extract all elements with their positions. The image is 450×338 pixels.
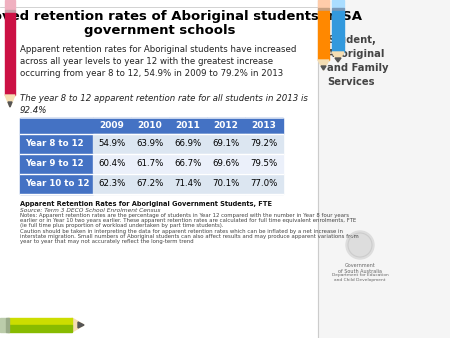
Bar (93, 134, 131, 154)
Polygon shape (5, 95, 15, 107)
Bar (20, 118, 93, 134)
Bar (93, 118, 131, 134)
Text: Apparent retention rates for Aboriginal students have increased
across all year : Apparent retention rates for Aboriginal … (20, 45, 297, 78)
Text: 60.4%: 60.4% (98, 160, 126, 169)
Bar (245, 174, 283, 194)
Text: 66.7%: 66.7% (174, 160, 202, 169)
Bar (5, 10, 15, 13)
Bar (5, 0, 15, 10)
Text: 79.5%: 79.5% (250, 160, 278, 169)
Bar (318, 0, 450, 338)
Text: 54.9%: 54.9% (99, 140, 126, 148)
Text: 2013: 2013 (252, 121, 276, 130)
Polygon shape (8, 102, 12, 107)
Polygon shape (318, 60, 329, 70)
Text: 2011: 2011 (176, 121, 200, 130)
Text: interstate migration. Small numbers of Aboriginal students can also affect resul: interstate migration. Small numbers of A… (20, 234, 359, 239)
Bar (169, 154, 207, 174)
Text: 79.2%: 79.2% (250, 140, 278, 148)
Text: The year 8 to 12 apparent retention rate for all students in 2013 is
92.4%: The year 8 to 12 apparent retention rate… (20, 94, 308, 115)
Bar (20, 174, 93, 194)
Polygon shape (78, 322, 84, 328)
Bar (131, 134, 169, 154)
Bar (207, 118, 245, 134)
Text: 71.4%: 71.4% (174, 179, 202, 189)
Bar (245, 134, 283, 154)
Text: Year 9 to 12: Year 9 to 12 (25, 160, 84, 169)
Bar (318, 0, 329, 8)
Polygon shape (72, 318, 84, 332)
Text: Caution should be taken in interpreting the data for apparent retention rates wh: Caution should be taken in interpreting … (20, 228, 343, 234)
Text: 66.9%: 66.9% (175, 140, 202, 148)
Bar (169, 134, 207, 154)
Bar (245, 118, 283, 134)
Text: Government
of South Australia: Government of South Australia (338, 263, 382, 274)
Bar (5, 13, 15, 95)
Bar (93, 154, 131, 174)
Bar (318, 11, 329, 60)
Text: 61.7%: 61.7% (136, 160, 164, 169)
Text: Source: Term 3 DECO School Enrolment Census: Source: Term 3 DECO School Enrolment Cen… (20, 208, 160, 213)
Text: Improved retention rates of Aboriginal students in SA: Improved retention rates of Aboriginal s… (0, 10, 362, 23)
Polygon shape (321, 66, 326, 70)
Text: Year 10 to 12: Year 10 to 12 (25, 179, 90, 189)
Bar (245, 154, 283, 174)
Text: earlier or in Year 10 two years earlier. These apparent retention rates are calc: earlier or in Year 10 two years earlier.… (20, 218, 356, 223)
Bar (20, 154, 93, 174)
Circle shape (346, 231, 374, 259)
Text: year to year that may not accurately reflect the long-term trend: year to year that may not accurately ref… (20, 239, 194, 244)
Bar (207, 134, 245, 154)
Text: government schools: government schools (84, 24, 236, 37)
Text: Year 8 to 12: Year 8 to 12 (25, 140, 84, 148)
Text: 69.6%: 69.6% (212, 160, 239, 169)
Bar (207, 154, 245, 174)
Polygon shape (335, 58, 341, 62)
Bar (20, 134, 93, 154)
Polygon shape (332, 52, 344, 62)
Text: 67.2%: 67.2% (136, 179, 164, 189)
Bar (131, 174, 169, 194)
Text: 2009: 2009 (99, 121, 125, 130)
Bar (207, 174, 245, 194)
Text: (ie full time plus proportion of workload undertaken by part time students).: (ie full time plus proportion of workloa… (20, 223, 224, 228)
Text: 77.0%: 77.0% (250, 179, 278, 189)
Bar (169, 174, 207, 194)
Text: 62.3%: 62.3% (98, 179, 126, 189)
Bar (318, 8, 329, 11)
Text: 2010: 2010 (138, 121, 162, 130)
Bar (131, 118, 169, 134)
Text: 70.1%: 70.1% (212, 179, 240, 189)
Bar (131, 154, 169, 174)
Bar (8, 325, 72, 332)
Bar (169, 118, 207, 134)
Bar (93, 174, 131, 194)
Bar (332, 11, 344, 52)
Bar (6, 318, 9, 332)
Text: Student,
Aboriginal
and Family
Services: Student, Aboriginal and Family Services (327, 35, 388, 87)
Text: Apparent Retention Rates for Aboriginal Government Students, FTE: Apparent Retention Rates for Aboriginal … (20, 201, 272, 207)
Bar (0, 318, 8, 332)
Text: 63.9%: 63.9% (136, 140, 164, 148)
Text: Notes: Apparent retention rates are the percentage of students in Year 12 compar: Notes: Apparent retention rates are the … (20, 213, 349, 218)
Text: 69.1%: 69.1% (212, 140, 239, 148)
Text: 2012: 2012 (214, 121, 239, 130)
Bar (332, 8, 344, 11)
Bar (332, 0, 344, 8)
Text: Department for Education
and Child Development: Department for Education and Child Devel… (332, 273, 388, 282)
Bar (8, 318, 72, 325)
